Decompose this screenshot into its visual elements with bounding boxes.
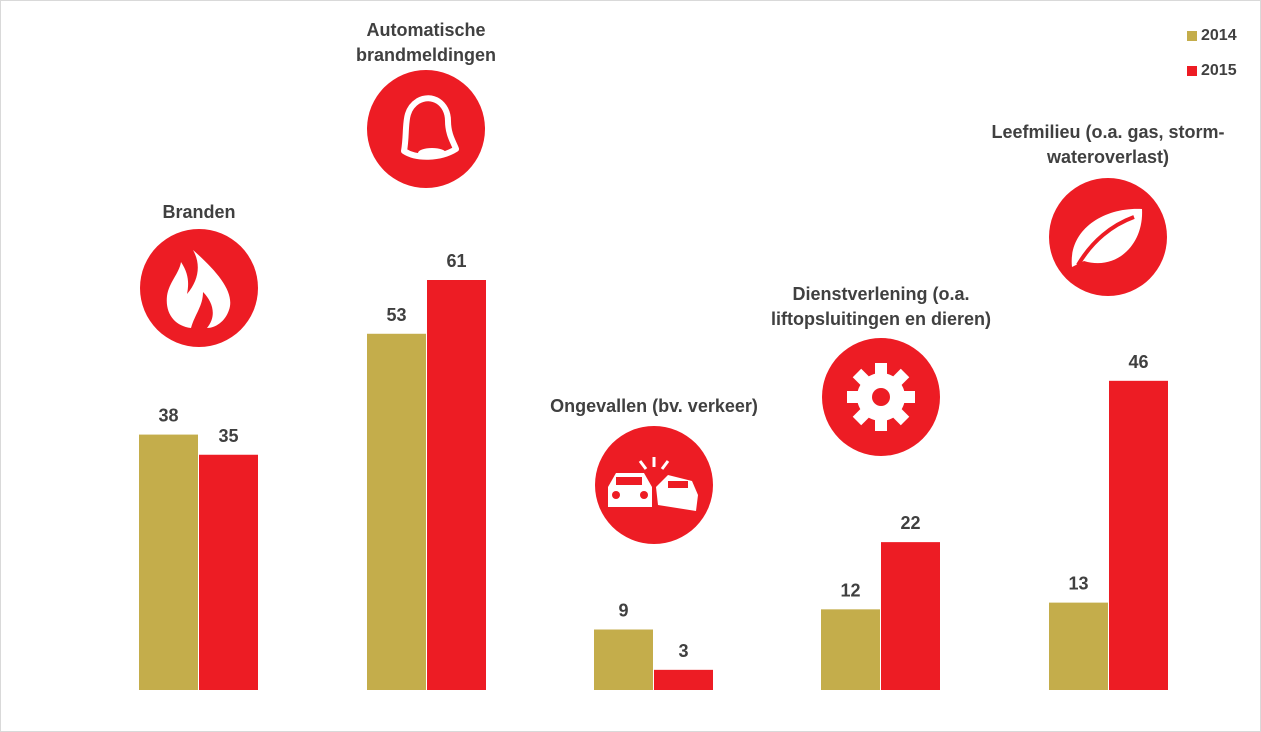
gear-icon [822,338,940,456]
data-label-2015-1: 61 [446,251,466,271]
bar-2015-2 [654,669,713,690]
category-label-3: Dienstverlening (o.a. liftopsluitingen e… [771,284,991,329]
category-label-4: Leefmilieu (o.a. gas, storm- wateroverla… [991,122,1225,167]
bar-2014-0 [139,434,198,690]
data-label-2014-0: 38 [158,406,178,426]
category-label-2: Ongevallen (bv. verkeer) [550,396,758,416]
bar-2014-4 [1049,602,1108,690]
data-label-2014-1: 53 [386,305,406,325]
legend: 2014 2015 [1187,18,1237,88]
data-label-2015-3: 22 [900,513,920,533]
legend-item-2015: 2015 [1187,53,1237,88]
data-label-2015-0: 35 [218,426,238,446]
bar-2015-0 [199,454,258,690]
legend-swatch-2015 [1187,65,1197,76]
data-label-2014-4: 13 [1068,574,1088,594]
legend-label-2014: 2014 [1201,26,1237,44]
data-label-2014-2: 9 [618,601,628,621]
bar-2014-3 [821,609,880,690]
legend-label-2015: 2015 [1201,61,1237,79]
data-label-2015-4: 46 [1128,352,1148,372]
bar-2014-2 [594,629,653,690]
category-label-0: Branden [162,202,236,222]
category-label-1: Automatische brandmeldingen [355,20,496,65]
bell-icon [367,70,485,188]
data-label-2015-2: 3 [678,641,688,661]
bar-2015-1 [427,280,486,690]
legend-swatch-2014 [1187,30,1197,41]
fire-icon [140,229,258,347]
car-crash-icon [595,426,713,544]
bar-2015-3 [881,542,940,690]
bar-2015-4 [1109,380,1168,690]
data-label-2014-3: 12 [840,580,860,600]
leaf-icon [1049,178,1167,296]
legend-item-2014: 2014 [1187,18,1237,53]
bar-2014-1 [367,333,426,690]
